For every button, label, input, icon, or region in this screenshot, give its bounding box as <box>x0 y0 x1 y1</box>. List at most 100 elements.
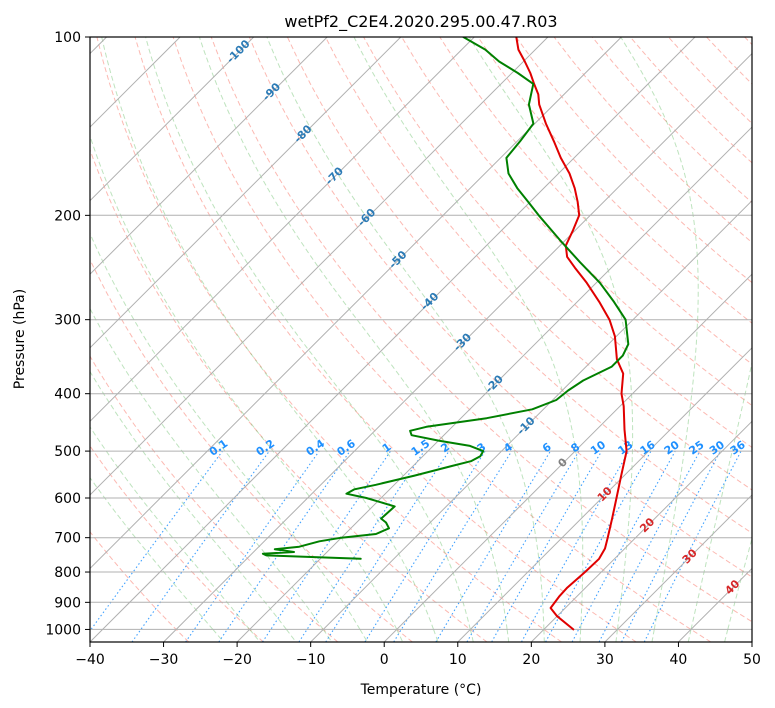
mixing-ratio-line <box>90 450 223 632</box>
x-tick-label: −10 <box>296 652 326 668</box>
isotherm-label: 30 <box>680 546 700 566</box>
dry-adiabat-line <box>90 148 488 642</box>
dry-adiabat-line <box>90 531 190 642</box>
mixing-ratio-label: 20 <box>662 438 682 458</box>
mixing-ratio-line <box>262 450 391 642</box>
moist-adiabat-line <box>198 37 510 642</box>
mixing-ratio-line <box>185 450 320 642</box>
dry-adiabat-line <box>591 37 752 204</box>
moist-adiabat-line <box>687 360 752 642</box>
x-tick-label: 0 <box>380 652 389 668</box>
dry-adiabats <box>90 37 752 642</box>
x-tick-label: −40 <box>75 652 105 668</box>
isotherm-label: -30 <box>451 330 474 353</box>
isotherm-gridline <box>383 273 752 642</box>
mixing-ratio-label: 25 <box>686 438 706 457</box>
dry-adiabat-line <box>90 258 413 642</box>
mixing-ratio-line <box>325 450 450 642</box>
mixing-ratio-line <box>466 450 580 642</box>
mixing-ratio-line <box>298 450 425 642</box>
dry-adiabat-line <box>629 37 752 164</box>
moist-adiabat-line <box>90 370 297 642</box>
dry-adiabat-line <box>325 37 752 491</box>
dry-adiabat-line <box>90 445 264 642</box>
y-tick-label: 100 <box>54 30 81 46</box>
isotherm-gridline <box>90 37 696 642</box>
x-tick-label: 20 <box>522 652 540 668</box>
moist-adiabat-line <box>90 134 404 642</box>
mixing-ratio-line <box>598 450 701 642</box>
isotherm-gridline <box>751 641 752 642</box>
dry-adiabat-line <box>553 37 752 244</box>
mixing-ratio-line <box>643 450 742 642</box>
isotherm-gridline <box>310 199 752 642</box>
isotherm-label: 40 <box>722 577 742 597</box>
isotherm-gridline <box>90 37 475 423</box>
mixing-ratio-line <box>521 450 630 642</box>
moist-adiabat-line <box>724 536 752 642</box>
y-tick-label: 300 <box>54 313 81 329</box>
moist-adiabat-line <box>101 37 439 642</box>
dry-adiabat-line <box>706 37 752 85</box>
moist-adiabat-line <box>468 37 634 642</box>
y-tick-label: 1000 <box>45 622 81 638</box>
x-axis-ticks: −40 −30 −20 −10 0 10 20 30 40 50 <box>75 642 761 668</box>
dry-adiabat-line <box>439 37 752 365</box>
x-tick-label: 30 <box>596 652 614 668</box>
isotherm-gridline <box>163 52 752 642</box>
mixing-ratio-line <box>545 450 652 642</box>
mixing-ratio-label: 30 <box>707 438 727 458</box>
moist-adiabat-line <box>90 232 368 642</box>
y-tick-label: 500 <box>54 444 81 460</box>
mixing-ratio-label: 0.1 <box>207 437 230 459</box>
x-tick-label: −30 <box>149 652 179 668</box>
dry-adiabat-line <box>90 355 339 642</box>
dry-adiabat-line <box>515 37 752 284</box>
sounding-series <box>261 37 630 631</box>
mixing-ratio-line <box>131 450 270 642</box>
dry-adiabat-line <box>401 37 752 407</box>
chart-title: wetPf2_C2E4.2020.295.00.47.R03 <box>284 12 557 32</box>
plot-frame <box>89 36 753 643</box>
moist-adiabat-line <box>90 426 261 642</box>
mixing-ratio-label: 0.6 <box>334 437 358 459</box>
mixing-ratio-line <box>435 450 551 642</box>
y-tick-label: 700 <box>54 531 81 547</box>
dry-adiabat-line <box>210 37 752 623</box>
dry-adiabat-line <box>744 37 752 46</box>
x-axis-label: Temperature (°C) <box>360 682 482 698</box>
moist-adiabat-line <box>620 37 699 642</box>
dry-adiabat-line <box>477 37 752 324</box>
mixing-ratio-label: 36 <box>728 438 748 458</box>
dewpoint-line <box>261 37 630 560</box>
y-tick-label: 900 <box>54 595 81 611</box>
isopleth-labels: 0.1 0.2 0.4 0.6 1 1.5 2 3 4 6 8 10 13 16 20 25 30 36-100-… <box>207 37 748 597</box>
isotherm-gridline <box>90 37 622 570</box>
mixing-ratio-line <box>571 450 676 642</box>
moist-adiabat-line <box>90 476 224 642</box>
isotherm-gridline <box>90 37 328 275</box>
y-tick-label: 600 <box>54 491 81 507</box>
mixing-ratio-label: 6 <box>540 440 554 455</box>
mixing-ratio-line <box>621 450 721 642</box>
x-tick-label: 50 <box>743 652 761 668</box>
x-tick-label: −20 <box>222 652 252 668</box>
mixing-ratio-label: 10 <box>588 438 608 458</box>
mixing-ratio-line <box>393 450 513 642</box>
mixing-ratio-label: 1.5 <box>409 437 432 459</box>
y-tick-label: 800 <box>54 565 81 581</box>
moist-adiabat-line <box>353 37 584 642</box>
mixing-ratio-label: 8 <box>569 440 583 455</box>
x-tick-label: 40 <box>670 652 688 668</box>
moist-adiabats <box>90 37 752 642</box>
isotherm-gridline <box>90 37 549 496</box>
isotherm-gridline <box>90 37 402 349</box>
plot-area: 0.1 0.2 0.4 0.6 1 1.5 2 3 4 6 8 10 13 16 20 25 30 36-100-… <box>90 37 752 642</box>
mixing-ratio-line <box>218 450 351 642</box>
isotherm-gridline <box>530 420 752 642</box>
isotherm-gridline <box>457 347 752 642</box>
isotherm-gridline <box>90 37 255 202</box>
dry-adiabat-line <box>96 37 562 642</box>
isotherm-gridline <box>236 126 752 642</box>
